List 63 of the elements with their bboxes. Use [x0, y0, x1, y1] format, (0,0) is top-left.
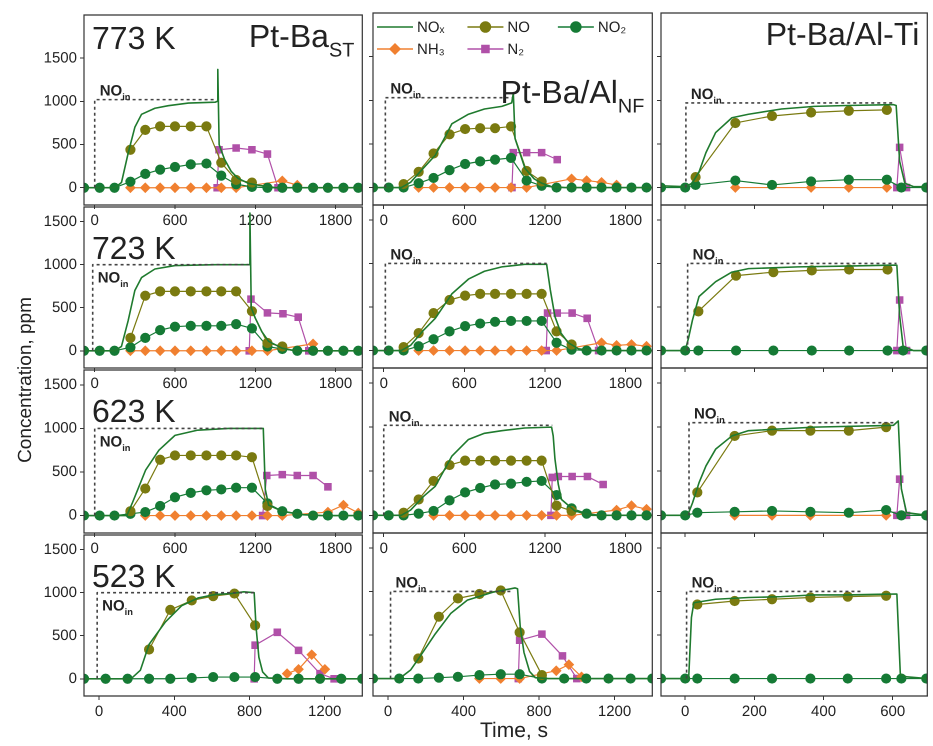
y-tick-label: 1500	[44, 49, 77, 66]
x-tick-label: 1200	[528, 375, 562, 392]
x-tick-label: 1200	[528, 540, 562, 558]
x-tick-label: 400	[811, 703, 836, 720]
x-tick-label: 600	[162, 540, 188, 558]
x-tick-label: 1200	[238, 540, 272, 558]
x-tick-label: 0	[94, 703, 104, 720]
x-tick-label: 600	[880, 703, 906, 720]
x-tick-label: 1800	[318, 212, 352, 230]
y-tick-label: 0	[68, 342, 77, 359]
y-tick-label: 1000	[44, 584, 77, 601]
x-tick-label: 1800	[608, 540, 642, 558]
x-tick-label: 0	[681, 703, 690, 720]
x-tick-label: 0	[380, 540, 388, 558]
x-tick-label: 800	[236, 703, 262, 720]
x-tick-label: 1200	[528, 212, 562, 230]
y-tick-label: 1500	[44, 212, 77, 230]
chart-title: Pt-Ba/Al-Ti	[766, 16, 920, 52]
y-tick-label: 1500	[44, 376, 77, 393]
y-tick-label: 1500	[44, 540, 77, 558]
x-tick-label: 400	[451, 703, 476, 720]
x-tick-label: 800	[526, 703, 552, 720]
x-axis-title: Time, s	[480, 719, 548, 743]
x-tick-label: 0	[90, 540, 99, 558]
y-tick-label: 0	[68, 670, 77, 687]
x-tick-label: 400	[162, 703, 187, 720]
annotation: 723 K	[92, 230, 176, 266]
legend-label: N₂	[507, 41, 524, 58]
x-tick-label: 200	[742, 703, 767, 720]
x-tick-label: 600	[452, 375, 477, 392]
x-tick-label: 1200	[598, 703, 632, 720]
x-tick-label: 1200	[238, 375, 272, 392]
legend-label: NO	[507, 19, 530, 36]
x-tick-label: 0	[90, 212, 99, 230]
y-tick-label: 500	[52, 298, 77, 316]
y-tick-label: 500	[52, 626, 77, 644]
y-tick-label: 0	[68, 506, 77, 524]
x-tick-label: 1200	[308, 703, 342, 720]
x-tick-label: 1800	[608, 375, 642, 392]
x-tick-label: 1800	[318, 375, 352, 392]
annotation: 773 K	[92, 20, 176, 56]
annotation: 623 K	[92, 393, 176, 429]
y-tick-label: 1000	[44, 256, 77, 273]
x-tick-label: 600	[162, 375, 188, 392]
y-tick-label: 500	[52, 463, 77, 480]
y-tick-label: 0	[68, 178, 77, 196]
x-tick-label: 600	[452, 212, 477, 230]
legend-label: NH₃	[417, 41, 445, 58]
x-tick-label: 0	[380, 375, 388, 392]
x-tick-label: 600	[162, 212, 188, 230]
annotation: 523 K	[92, 558, 176, 594]
x-tick-label: 1800	[608, 212, 642, 230]
legend-label: NO₂	[598, 19, 626, 36]
x-tick-label: 1800	[318, 540, 352, 558]
y-axis-title: Concentration, ppm	[14, 297, 37, 463]
x-tick-label: 0	[380, 212, 388, 230]
y-tick-label: 1000	[44, 92, 77, 110]
legend-label: NOₓ	[417, 19, 444, 36]
x-tick-label: 0	[90, 375, 99, 392]
y-tick-label: 500	[52, 136, 77, 153]
x-tick-label: 600	[452, 540, 477, 558]
x-tick-label: 0	[384, 703, 392, 720]
y-tick-label: 1000	[44, 420, 77, 437]
